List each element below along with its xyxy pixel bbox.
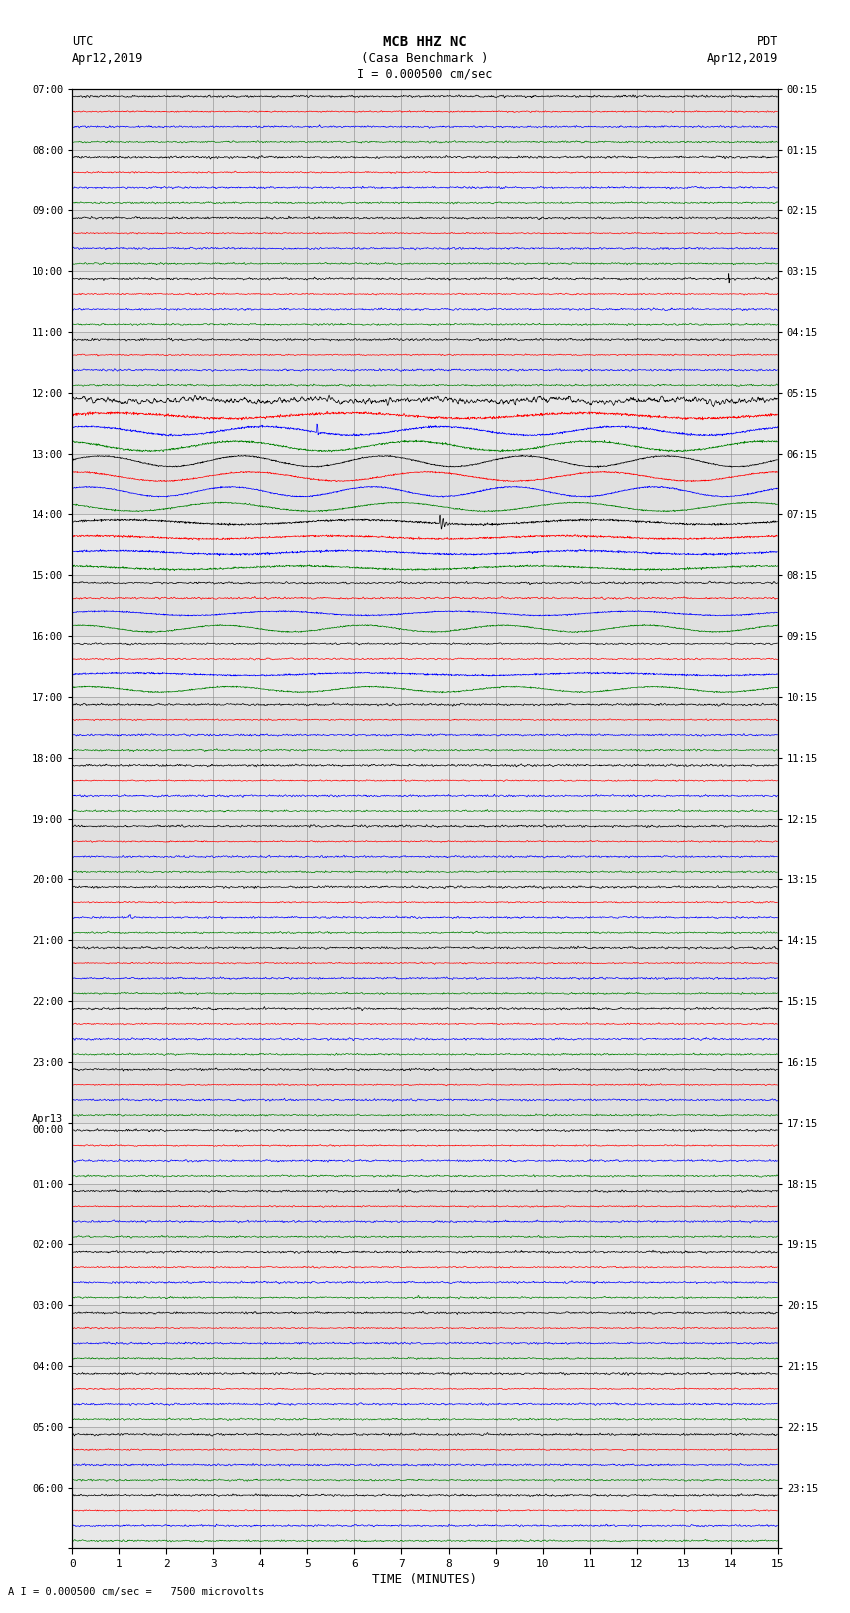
Text: A I = 0.000500 cm/sec =   7500 microvolts: A I = 0.000500 cm/sec = 7500 microvolts [8, 1587, 264, 1597]
Bar [72, 1123, 778, 1184]
Bar [72, 89, 778, 150]
Text: Apr12,2019: Apr12,2019 [706, 52, 778, 65]
Bar [72, 210, 778, 271]
Bar [72, 1428, 778, 1487]
X-axis label: TIME (MINUTES): TIME (MINUTES) [372, 1573, 478, 1586]
Bar [72, 1002, 778, 1061]
Text: PDT: PDT [756, 35, 778, 48]
Bar [72, 1366, 778, 1428]
Text: MCB HHZ NC: MCB HHZ NC [383, 35, 467, 50]
Bar [72, 636, 778, 697]
Bar [72, 150, 778, 210]
Bar [72, 697, 778, 758]
Bar [72, 819, 778, 879]
Bar [72, 1061, 778, 1123]
Bar [72, 332, 778, 394]
Bar [72, 453, 778, 515]
Bar [72, 1184, 778, 1244]
Text: I = 0.000500 cm/sec: I = 0.000500 cm/sec [357, 68, 493, 81]
Bar [72, 515, 778, 576]
Bar [72, 758, 778, 819]
Bar [72, 1305, 778, 1366]
Bar [72, 879, 778, 940]
Bar [72, 1487, 778, 1548]
Text: UTC: UTC [72, 35, 94, 48]
Bar [72, 394, 778, 453]
Bar [72, 271, 778, 332]
Bar [72, 576, 778, 636]
Bar [72, 940, 778, 1002]
Bar [72, 1244, 778, 1305]
Text: Apr12,2019: Apr12,2019 [72, 52, 144, 65]
Text: (Casa Benchmark ): (Casa Benchmark ) [361, 52, 489, 65]
